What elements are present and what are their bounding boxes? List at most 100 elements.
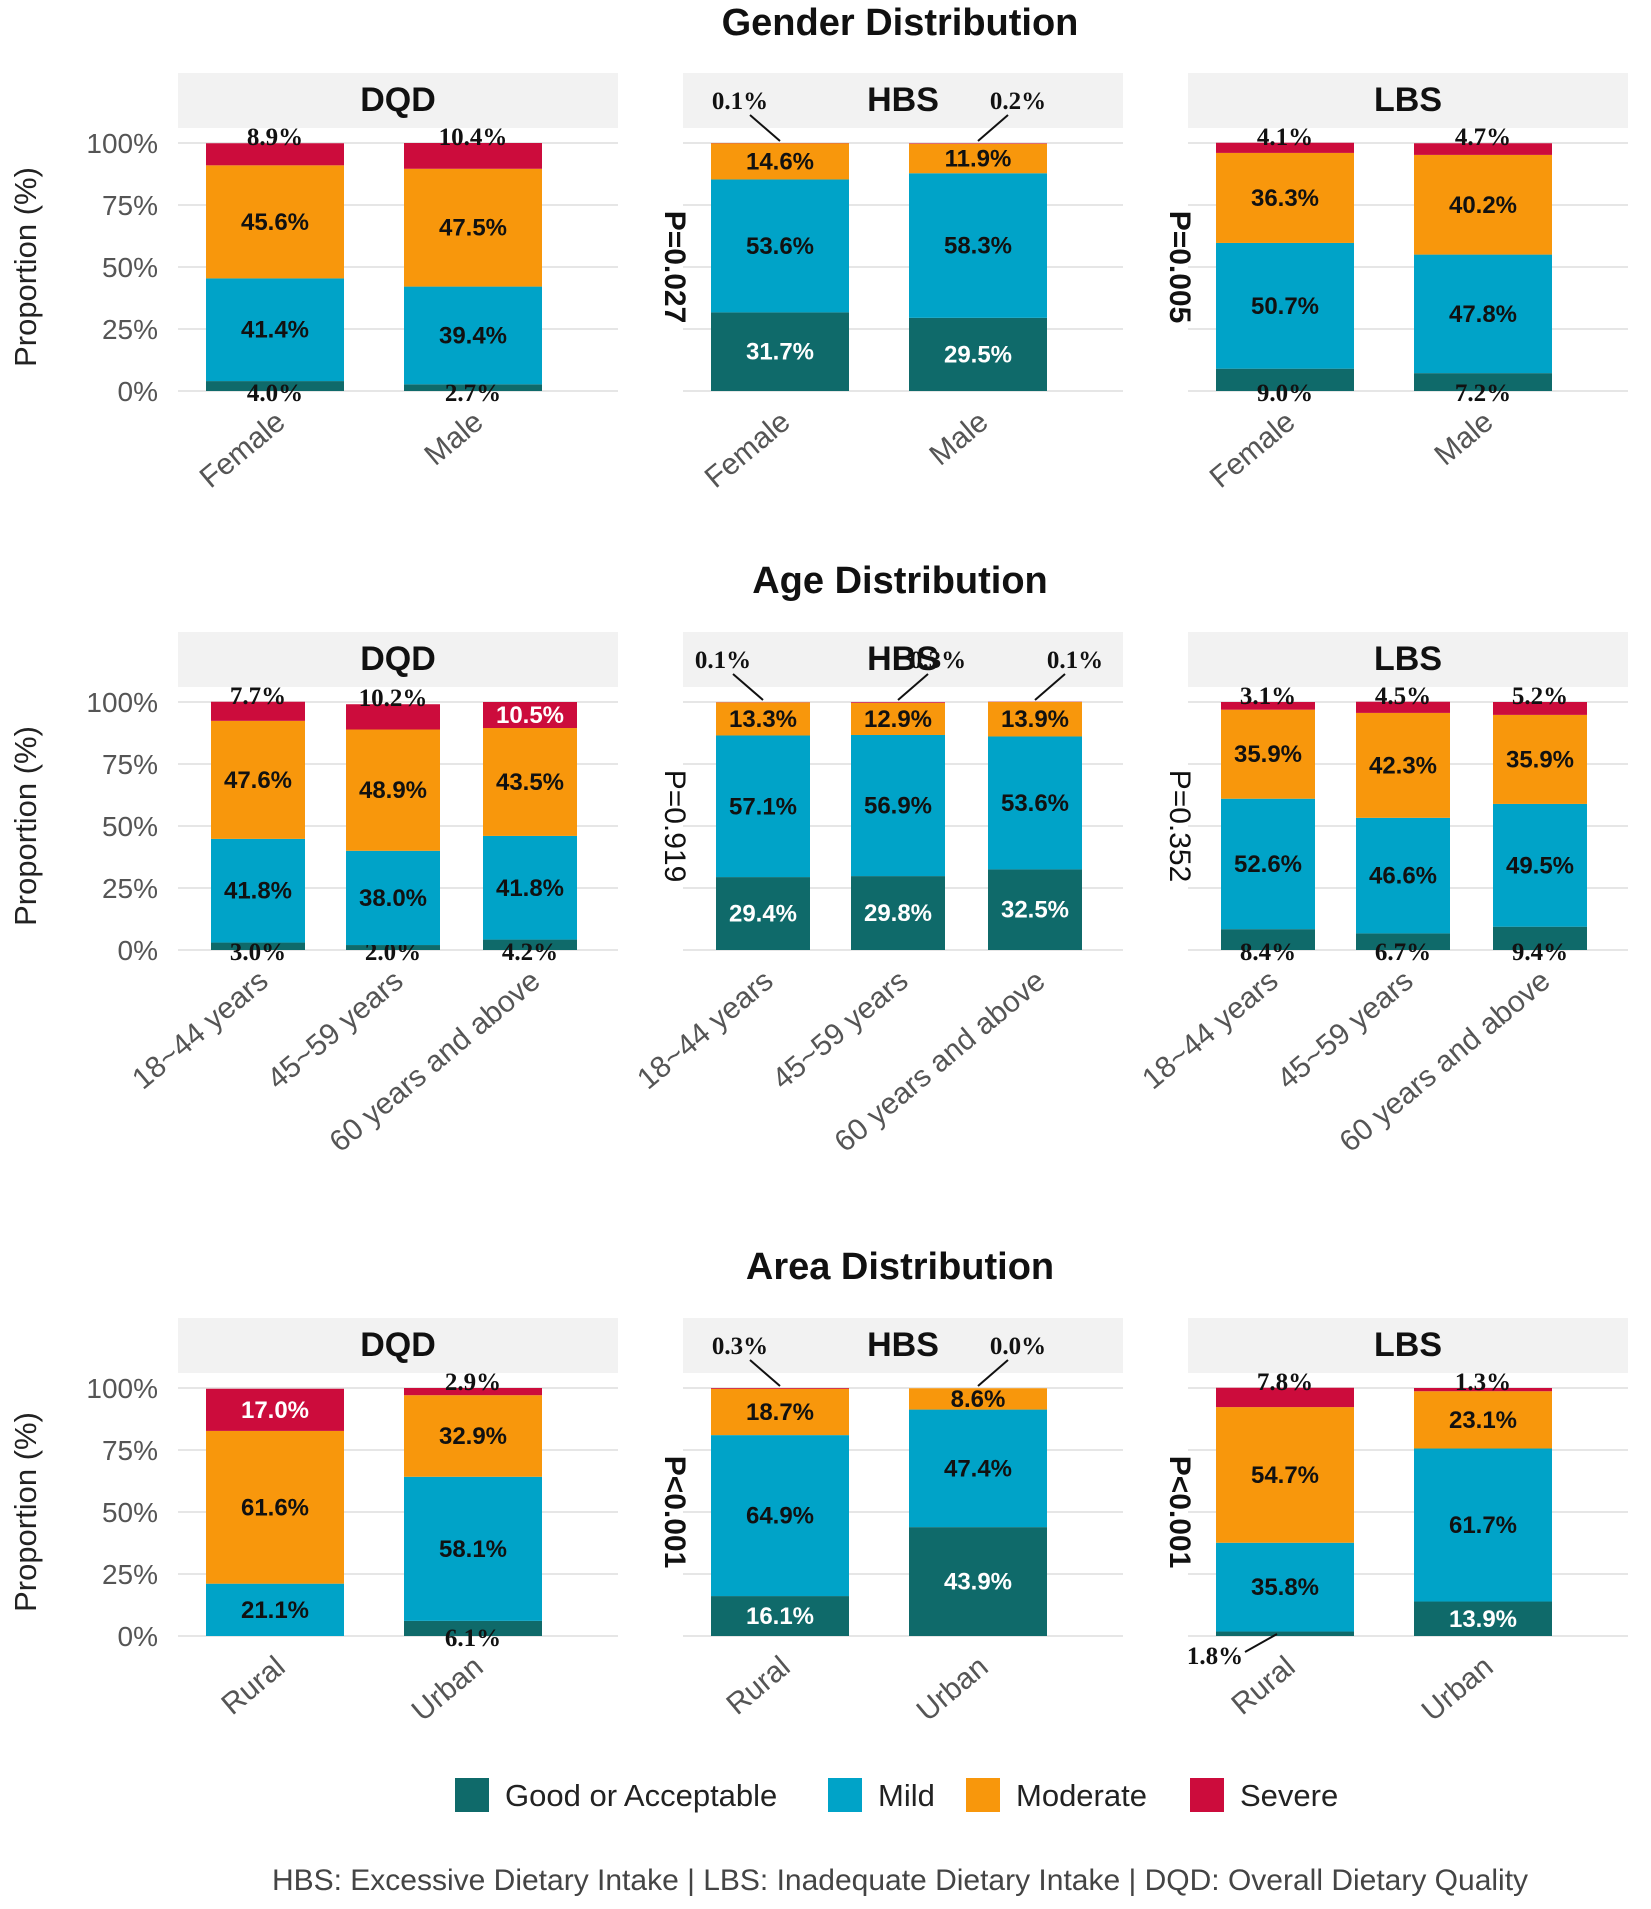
data-label: 0.2%: [990, 88, 1046, 115]
bar-segment-mild: [988, 736, 1082, 870]
bar-segment-moderate: [1216, 152, 1354, 243]
charts-area: Gender Distribution Proportion (%) 0% 25% 50…: [8, 2, 1628, 1728]
data-label: 11.9%: [945, 146, 1012, 173]
facet-title: DQD: [360, 1326, 436, 1364]
x-tick-label: Female: [699, 405, 797, 495]
data-label: 53.6%: [1001, 790, 1069, 817]
x-tick-label: 45~59 years: [766, 964, 914, 1096]
bar-segment-moderate: [211, 720, 305, 839]
facet-panel-lbs: LBS 8.4% 52.6% 35.9% 3.1% 18~44 years 6.7% 46.6…: [1136, 632, 1628, 1159]
x-tick-label: 18~44 years: [126, 964, 274, 1096]
legend-swatch: [455, 1778, 489, 1812]
data-label: 5.2%: [1512, 683, 1568, 710]
x-tick-label: Rural: [720, 1650, 796, 1721]
data-label: 0.0%: [990, 1333, 1046, 1360]
bar-segment-good-or-acceptable: [346, 945, 440, 950]
annotation-arrow: [1034, 673, 1066, 701]
data-label: 10.2%: [359, 685, 428, 712]
data-label: 3.0%: [230, 939, 286, 966]
y-tick-label: 50%: [102, 1497, 158, 1528]
y-tick-label: 25%: [102, 314, 158, 345]
bar-segment-moderate: [1414, 154, 1552, 255]
data-label: 46.6%: [1369, 863, 1437, 890]
bar-segment-mild: [851, 734, 945, 877]
bar-segment-mild: [711, 1435, 849, 1597]
bar-segment-severe: [1216, 1387, 1354, 1408]
annotation-arrow: [749, 114, 781, 142]
bar-segment-moderate: [404, 1395, 542, 1477]
data-label: 13.9%: [1001, 706, 1069, 733]
bar-segment-severe: [211, 701, 305, 721]
facet-panel-dqd: DQD 4.0% 41.4% 45.6% 8.9% Female 2.7% 39.4% 47.5…: [178, 73, 691, 495]
data-label: 13.3%: [729, 706, 797, 733]
bar-segment-severe: [1221, 702, 1315, 710]
y-axis-label: Proportion (%): [8, 726, 43, 926]
data-label: 0.1%: [695, 647, 751, 674]
data-label: 17.0%: [241, 1397, 309, 1424]
data-label: 43.9%: [944, 1569, 1012, 1596]
bar-segment-mild: [909, 1409, 1047, 1528]
data-label: 36.3%: [1251, 185, 1319, 212]
legend-label: Moderate: [1016, 1778, 1147, 1813]
bar-segment-good-or-acceptable: [1414, 373, 1552, 391]
data-label: 47.6%: [224, 767, 292, 794]
chart-title: Area Distribution: [746, 1246, 1054, 1288]
bar-segment-moderate: [206, 165, 344, 279]
x-tick-label: Urban: [1416, 1650, 1500, 1728]
y-tick-label: 0%: [118, 1621, 158, 1652]
y-tick-label: 0%: [118, 376, 158, 407]
data-label: 14.6%: [746, 148, 814, 175]
data-label: 56.9%: [864, 793, 932, 820]
y-axis-label: Proportion (%): [8, 167, 43, 367]
bar-segment-mild: [483, 835, 577, 940]
facet-strip: [178, 632, 618, 687]
bar-segment-severe: [1216, 142, 1354, 153]
bar-segment-mild: [346, 850, 440, 946]
annotation-arrow: [977, 1359, 1009, 1387]
data-label: 41.8%: [496, 875, 564, 902]
legend-label: Severe: [1240, 1778, 1338, 1813]
facet-strip: [683, 632, 1123, 687]
data-label: 1.3%: [1455, 1369, 1511, 1396]
legend-swatch: [966, 1778, 1000, 1812]
data-label: 35.8%: [1251, 1574, 1319, 1601]
bar-segment-mild: [404, 286, 542, 385]
facet-panel-lbs: LBS1.8%35.8%54.7%7.8%Rural13.9%61.7%23.1…: [1187, 1318, 1628, 1728]
data-label: 41.4%: [241, 317, 309, 344]
y-tick-label: 75%: [102, 749, 158, 780]
annotation-arrow: [977, 114, 1009, 142]
bar-segment-moderate: [1493, 714, 1587, 804]
caption: HBS: Excessive Dietary Intake | LBS: Ina…: [272, 1864, 1528, 1897]
data-label: 9.4%: [1512, 939, 1568, 966]
y-tick-label: 75%: [102, 1435, 158, 1466]
bar-segment-good-or-acceptable: [404, 1620, 542, 1636]
legend-swatch: [1190, 1778, 1224, 1812]
data-label: 53.6%: [746, 233, 814, 260]
x-tick-label: Urban: [406, 1650, 490, 1728]
bar-segment-mild: [1216, 242, 1354, 369]
y-tick-label: 25%: [102, 1559, 158, 1590]
data-label: 29.8%: [864, 900, 932, 927]
facet-strip: [1188, 1318, 1628, 1373]
data-label: 52.6%: [1234, 851, 1302, 878]
y-tick-label: 100%: [86, 1373, 158, 1404]
data-label: 50.7%: [1251, 293, 1319, 320]
data-label: 35.9%: [1234, 741, 1302, 768]
bar-segment-moderate: [483, 728, 577, 836]
chart-title: Gender Distribution: [722, 2, 1079, 44]
facet-title: LBS: [1374, 1326, 1442, 1364]
data-label: 7.2%: [1455, 380, 1511, 407]
data-label: 6.1%: [445, 1625, 501, 1652]
data-label: 38.0%: [359, 885, 427, 912]
bar-segment-mild: [1414, 1448, 1552, 1602]
bar-segment-mild: [206, 1583, 344, 1636]
data-label: 13.9%: [1449, 1606, 1517, 1633]
data-label: 49.5%: [1506, 852, 1574, 879]
data-label: 0.3%: [910, 647, 966, 674]
data-label: 58.3%: [944, 233, 1012, 260]
bar-segment-severe: [1414, 143, 1552, 155]
facet-strip: [683, 73, 1123, 128]
data-label: 0.1%: [1047, 647, 1103, 674]
